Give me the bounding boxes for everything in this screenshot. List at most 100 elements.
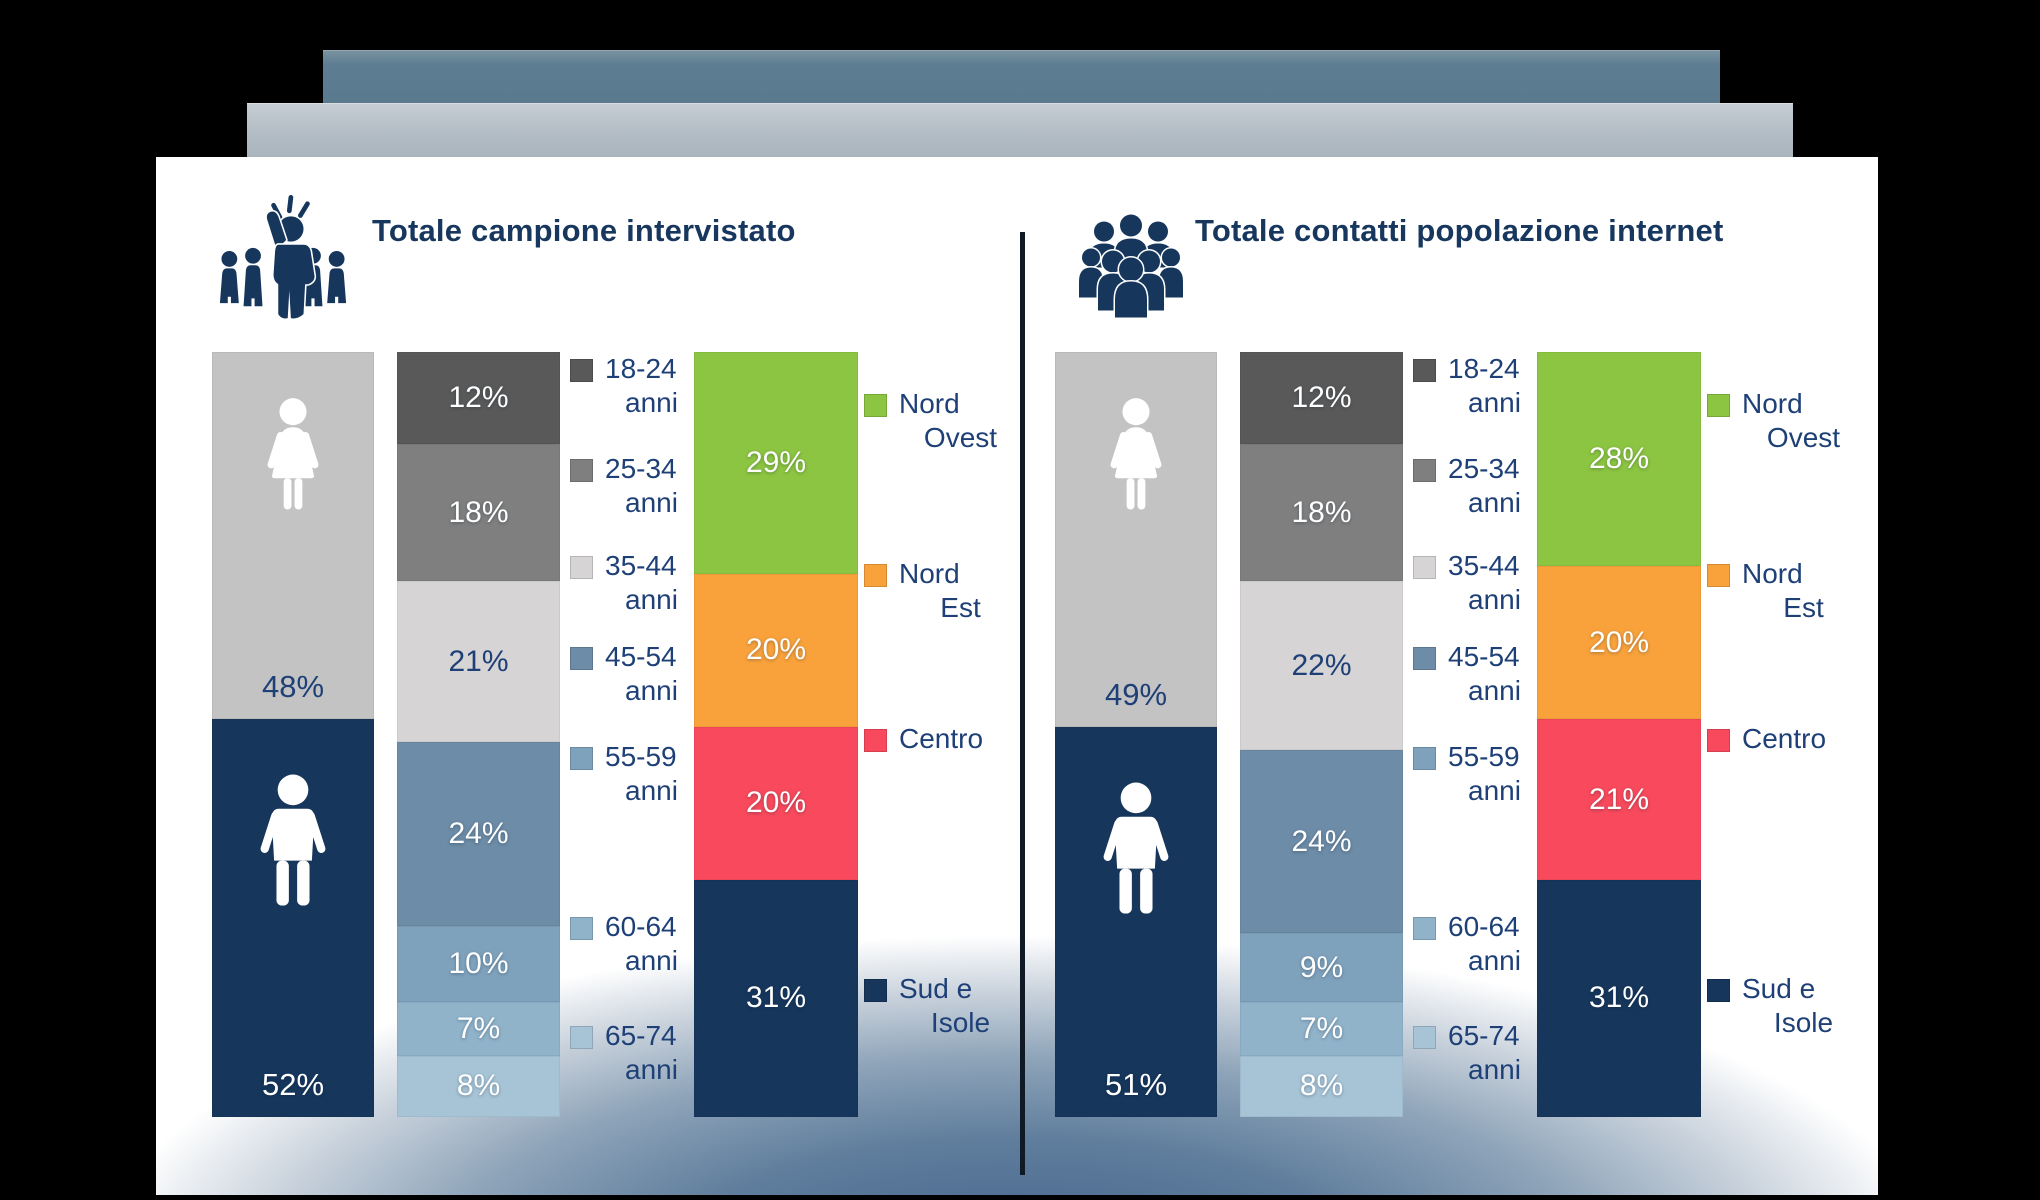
legend-swatch bbox=[1707, 979, 1730, 1002]
segment-percent-label: 18% bbox=[448, 495, 509, 529]
panel-campione-intervistato: Totale campione intervistato bbox=[212, 157, 1022, 1195]
age-segment-60-64: 7% bbox=[397, 1002, 560, 1056]
panel-popolazione-internet: Totale contatti popolazione internet bbox=[1055, 157, 1865, 1195]
age-segment-18-24: 12% bbox=[1240, 352, 1403, 444]
gender-segment-male: 52% bbox=[212, 719, 374, 1117]
panel-title: Totale contatti popolazione internet bbox=[1195, 213, 1724, 248]
region-stacked-bar: 29% 20% 20% 31% bbox=[694, 352, 858, 1117]
age-segment-45-54: 24% bbox=[1240, 749, 1403, 934]
legend-swatch bbox=[864, 979, 887, 1002]
legend-item-55-59-anni: 55-59 anni bbox=[570, 740, 698, 808]
segment-percent-label: 20% bbox=[1588, 625, 1650, 659]
legend-swatch bbox=[864, 564, 887, 587]
gender-segment-male: 51% bbox=[1055, 726, 1217, 1117]
region-segment-centro: 21% bbox=[1537, 719, 1701, 880]
segment-percent-label: 29% bbox=[745, 445, 807, 479]
age-segment-25-34: 18% bbox=[1240, 443, 1403, 582]
female-icon bbox=[241, 394, 345, 580]
segment-percent-label: 24% bbox=[1291, 824, 1352, 858]
segment-percent-label: 20% bbox=[745, 786, 807, 820]
presenter-group-icon bbox=[212, 179, 354, 331]
legend-item-60-64-anni: 60-64 anni bbox=[570, 910, 698, 978]
segment-percent-label: 22% bbox=[1291, 648, 1352, 682]
legend-item-45-54-anni: 45-54 anni bbox=[570, 640, 698, 708]
segment-percent-label: 8% bbox=[456, 1069, 501, 1103]
legend-swatch bbox=[1707, 564, 1730, 587]
gender-segment-female: 48% bbox=[212, 352, 374, 720]
segment-percent-label: 7% bbox=[1299, 1011, 1344, 1045]
legend-swatch bbox=[570, 1026, 593, 1049]
legend-swatch bbox=[570, 556, 593, 579]
legend-item-nord-est: Nord Est bbox=[1707, 557, 1865, 625]
segment-percent-label: 7% bbox=[456, 1011, 501, 1045]
female-percent-label: 48% bbox=[261, 669, 325, 705]
legend-item-sud-e-isole: Sud e Isole bbox=[864, 972, 1022, 1040]
legend-item-centro: Centro bbox=[1707, 722, 1865, 756]
region-legend: Nord Ovest Nord Est Centro Sud e Isole bbox=[1707, 352, 1865, 1142]
segment-percent-label: 18% bbox=[1291, 495, 1352, 529]
male-percent-label: 52% bbox=[261, 1066, 325, 1102]
legend-item-25-34-anni: 25-34 anni bbox=[570, 452, 698, 520]
legend-swatch bbox=[1413, 1026, 1436, 1049]
legend-swatch bbox=[1413, 747, 1436, 770]
legend-item-60-64-anni: 60-64 anni bbox=[1413, 910, 1541, 978]
age-segment-35-44: 21% bbox=[397, 581, 560, 743]
legend-item-nord-est: Nord Est bbox=[864, 557, 1022, 625]
crowd-icon bbox=[1071, 195, 1191, 331]
legend-swatch bbox=[864, 394, 887, 417]
legend-item-55-59-anni: 55-59 anni bbox=[1413, 740, 1541, 808]
segment-percent-label: 20% bbox=[745, 633, 807, 667]
stacked-slide-edge-front bbox=[247, 103, 1793, 159]
region-segment-sud-e-isole: 31% bbox=[694, 879, 858, 1117]
segment-percent-label: 21% bbox=[1588, 782, 1650, 816]
female-percent-label: 49% bbox=[1104, 676, 1168, 712]
legend-item-45-54-anni: 45-54 anni bbox=[1413, 640, 1541, 708]
segment-percent-label: 31% bbox=[745, 981, 807, 1015]
legend-swatch bbox=[1413, 459, 1436, 482]
legend-item-sud-e-isole: Sud e Isole bbox=[1707, 972, 1865, 1040]
slide-card: Totale campione intervistato bbox=[156, 157, 1878, 1195]
region-segment-nord-ovest: 29% bbox=[694, 352, 858, 574]
segment-percent-label: 12% bbox=[1291, 380, 1352, 414]
segment-percent-label: 31% bbox=[1588, 981, 1650, 1015]
legend-item-nord-ovest: Nord Ovest bbox=[864, 387, 1022, 455]
panel-header: Totale campione intervistato bbox=[212, 179, 1022, 335]
segment-percent-label: 10% bbox=[448, 946, 509, 980]
gender-stacked-bar: 49% bbox=[1055, 352, 1217, 1117]
age-segment-60-64: 7% bbox=[1240, 1002, 1403, 1056]
age-segment-45-54: 24% bbox=[397, 742, 560, 926]
legend-item-65-74-anni: 65-74 anni bbox=[570, 1019, 698, 1087]
legend-item-centro: Centro bbox=[864, 722, 1022, 756]
legend-item-35-44-anni: 35-44 anni bbox=[1413, 549, 1541, 617]
legend-swatch bbox=[1413, 359, 1436, 382]
legend-swatch bbox=[1413, 647, 1436, 670]
legend-swatch bbox=[570, 459, 593, 482]
age-segment-65-74: 8% bbox=[1240, 1055, 1403, 1117]
panel-header: Totale contatti popolazione internet bbox=[1055, 179, 1865, 335]
legend-swatch bbox=[1707, 394, 1730, 417]
region-stacked-bar: 28% 20% 21% 31% bbox=[1537, 352, 1701, 1117]
age-segment-18-24: 12% bbox=[397, 352, 560, 444]
legend-swatch bbox=[864, 729, 887, 752]
segment-percent-label: 28% bbox=[1588, 442, 1650, 476]
legend-item-25-34-anni: 25-34 anni bbox=[1413, 452, 1541, 520]
region-segment-centro: 20% bbox=[694, 726, 858, 880]
panel-divider-line bbox=[1020, 232, 1025, 1175]
region-segment-nord-est: 20% bbox=[1537, 566, 1701, 720]
gender-stacked-bar: 48% bbox=[212, 352, 374, 1117]
region-segment-nord-est: 20% bbox=[694, 573, 858, 727]
legend-swatch bbox=[1707, 729, 1730, 752]
panel-title: Totale campione intervistato bbox=[372, 213, 796, 248]
age-segment-55-59: 10% bbox=[397, 925, 560, 1003]
gender-segment-female: 49% bbox=[1055, 352, 1217, 727]
age-legend: 18-24 anni 25-34 anni 35-44 anni 45-54 anni … bbox=[570, 352, 698, 1142]
age-segment-65-74: 8% bbox=[397, 1055, 560, 1117]
legend-swatch bbox=[570, 917, 593, 940]
age-segment-55-59: 9% bbox=[1240, 933, 1403, 1003]
segment-percent-label: 12% bbox=[448, 380, 509, 414]
male-icon bbox=[234, 771, 352, 1006]
female-icon bbox=[1084, 394, 1188, 580]
age-stacked-bar: 12% 18% 22% 24% 9% 7% 8% bbox=[1240, 352, 1403, 1117]
legend-item-35-44-anni: 35-44 anni bbox=[570, 549, 698, 617]
